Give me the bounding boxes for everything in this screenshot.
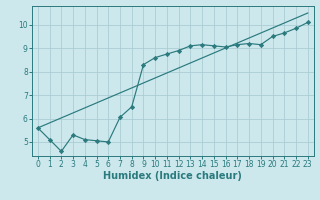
X-axis label: Humidex (Indice chaleur): Humidex (Indice chaleur) [103, 171, 242, 181]
